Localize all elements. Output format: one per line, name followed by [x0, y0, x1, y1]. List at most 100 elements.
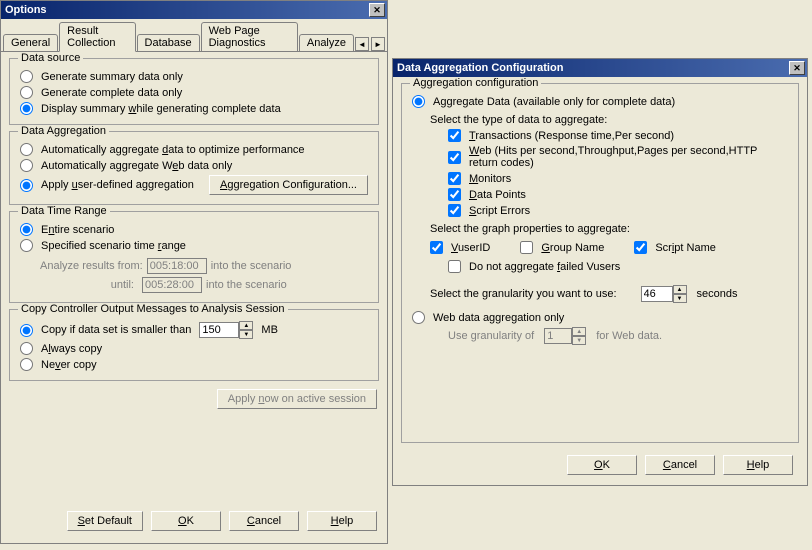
ds-opt-1[interactable]: Generate complete data only	[20, 86, 368, 99]
cm-label-2: Never copy	[41, 359, 97, 371]
tab-scroll-left-icon[interactable]: ◄	[355, 37, 369, 51]
agg-config-legend: Aggregation configuration	[410, 77, 541, 89]
failed-vusers-cb[interactable]	[448, 260, 461, 273]
agg-config-title: Data Aggregation Configuration	[397, 62, 789, 74]
type-lbl-2: Monitors	[469, 173, 511, 185]
gran-down-icon[interactable]: ▼	[673, 294, 687, 303]
into-label-2: into the scenario	[206, 279, 287, 291]
ok-button[interactable]: OK	[151, 511, 221, 531]
agg-ok-button[interactable]: OK	[567, 455, 637, 475]
da-opt-2[interactable]: Apply user-defined aggregation Aggregati…	[20, 175, 368, 195]
data-aggregation-group: Data Aggregation Automatically aggregate…	[9, 131, 379, 205]
copy-msgs-group: Copy Controller Output Messages to Analy…	[9, 309, 379, 381]
prop-check-2[interactable]: Script Name	[634, 241, 716, 254]
prop-check-0[interactable]: VuserID	[430, 241, 490, 254]
gran-label: Select the granularity you want to use:	[430, 288, 617, 300]
da-opt-1[interactable]: Automatically aggregate Web data only	[20, 159, 368, 172]
cancel-button[interactable]: Cancel	[229, 511, 299, 531]
ds-label-2: Display summary while generating complet…	[41, 103, 281, 115]
failed-vusers-check[interactable]: Do not aggregate failed Vusers	[448, 260, 788, 273]
size-down-icon[interactable]: ▼	[239, 330, 253, 339]
da-opt-0[interactable]: Automatically aggregate data to optimize…	[20, 143, 368, 156]
cm-radio-2[interactable]	[20, 358, 33, 371]
agg-close-icon[interactable]: ✕	[789, 61, 805, 75]
gran-up-icon[interactable]: ▲	[673, 285, 687, 294]
size-unit: MB	[261, 324, 278, 336]
prop-cb-2[interactable]	[634, 241, 647, 254]
web-gran-input	[544, 328, 572, 344]
cm-label-0: Copy if data set is smaller than	[41, 324, 191, 336]
prop-cb-1[interactable]	[520, 241, 533, 254]
type-check-1[interactable]: Web (Hits per second,Throughput,Pages pe…	[448, 145, 788, 169]
gran-input[interactable]	[641, 286, 673, 302]
agg-help-button[interactable]: Help	[723, 455, 793, 475]
prop-lbl-2: Script Name	[655, 242, 716, 254]
da-radio-0[interactable]	[20, 143, 33, 156]
web-gran-down-icon: ▼	[572, 336, 586, 345]
main-opt-1[interactable]: Web data aggregation only	[412, 311, 788, 324]
da-label-1: Automatically aggregate Web data only	[41, 160, 232, 172]
tab-scroll-right-icon[interactable]: ►	[371, 37, 385, 51]
time-range-group: Data Time Range Entire scenario Specifie…	[9, 211, 379, 303]
until-input	[142, 277, 202, 293]
ds-opt-0[interactable]: Generate summary data only	[20, 70, 368, 83]
ds-radio-2[interactable]	[20, 102, 33, 115]
type-lbl-3: Data Points	[469, 189, 526, 201]
help-button[interactable]: Help	[307, 511, 377, 531]
tr-label-1: Specified scenario time range	[41, 240, 186, 252]
main-label-0: Aggregate Data (available only for compl…	[433, 96, 675, 108]
data-source-group: Data source Generate summary data only G…	[9, 58, 379, 125]
cm-opt-0[interactable]: Copy if data set is smaller than ▲ ▼ MB	[20, 321, 368, 339]
type-cb-2[interactable]	[448, 172, 461, 185]
agg-cancel-button[interactable]: Cancel	[645, 455, 715, 475]
tab-database[interactable]: Database	[137, 34, 200, 51]
da-radio-1[interactable]	[20, 159, 33, 172]
type-lbl-4: Script Errors	[469, 205, 530, 217]
web-gran-unit: for Web data.	[596, 330, 662, 342]
main-radio-0[interactable]	[412, 95, 425, 108]
size-input[interactable]	[199, 322, 239, 338]
tr-opt-1[interactable]: Specified scenario time range	[20, 239, 368, 252]
ds-opt-2[interactable]: Display summary while generating complet…	[20, 102, 368, 115]
type-label: Select the type of data to aggregate:	[430, 114, 788, 126]
main-radio-1[interactable]	[412, 311, 425, 324]
da-radio-2[interactable]	[20, 179, 33, 192]
type-check-4[interactable]: Script Errors	[448, 204, 788, 217]
close-icon[interactable]: ✕	[369, 3, 385, 17]
cm-opt-1[interactable]: Always copy	[20, 342, 368, 355]
tab-web-page-diagnostics[interactable]: Web Page Diagnostics	[201, 22, 298, 51]
prop-check-1[interactable]: Group Name	[520, 241, 604, 254]
aggregation-config-button[interactable]: Aggregation Configuration...	[209, 175, 368, 195]
set-default-button[interactable]: Set Default	[67, 511, 143, 531]
cm-radio-0[interactable]	[20, 324, 33, 337]
from-label: Analyze results from:	[40, 260, 143, 272]
type-lbl-0: Transactions (Response time,Per second)	[469, 130, 674, 142]
options-titlebar: Options ✕	[1, 1, 387, 19]
size-up-icon[interactable]: ▲	[239, 321, 253, 330]
ds-radio-1[interactable]	[20, 86, 33, 99]
type-cb-0[interactable]	[448, 129, 461, 142]
tab-result-collection[interactable]: Result Collection	[59, 22, 135, 52]
web-gran-label: Use granularity of	[448, 330, 534, 342]
type-check-3[interactable]: Data Points	[448, 188, 788, 201]
prop-label: Select the graph properties to aggregate…	[430, 223, 788, 235]
into-label-1: into the scenario	[211, 260, 292, 272]
type-cb-1[interactable]	[448, 151, 461, 164]
prop-cb-0[interactable]	[430, 241, 443, 254]
cm-opt-2[interactable]: Never copy	[20, 358, 368, 371]
agg-config-group: Aggregation configuration Aggregate Data…	[401, 83, 799, 443]
type-cb-4[interactable]	[448, 204, 461, 217]
tr-radio-0[interactable]	[20, 223, 33, 236]
type-check-0[interactable]: Transactions (Response time,Per second)	[448, 129, 788, 142]
data-source-legend: Data source	[18, 52, 83, 64]
cm-radio-1[interactable]	[20, 342, 33, 355]
cm-label-1: Always copy	[41, 343, 102, 355]
tab-general[interactable]: General	[3, 34, 58, 51]
tr-radio-1[interactable]	[20, 239, 33, 252]
tr-opt-0[interactable]: Entire scenario	[20, 223, 368, 236]
type-check-2[interactable]: Monitors	[448, 172, 788, 185]
type-cb-3[interactable]	[448, 188, 461, 201]
main-opt-0[interactable]: Aggregate Data (available only for compl…	[412, 95, 788, 108]
ds-radio-0[interactable]	[20, 70, 33, 83]
tab-analyze[interactable]: Analyze	[299, 34, 354, 51]
